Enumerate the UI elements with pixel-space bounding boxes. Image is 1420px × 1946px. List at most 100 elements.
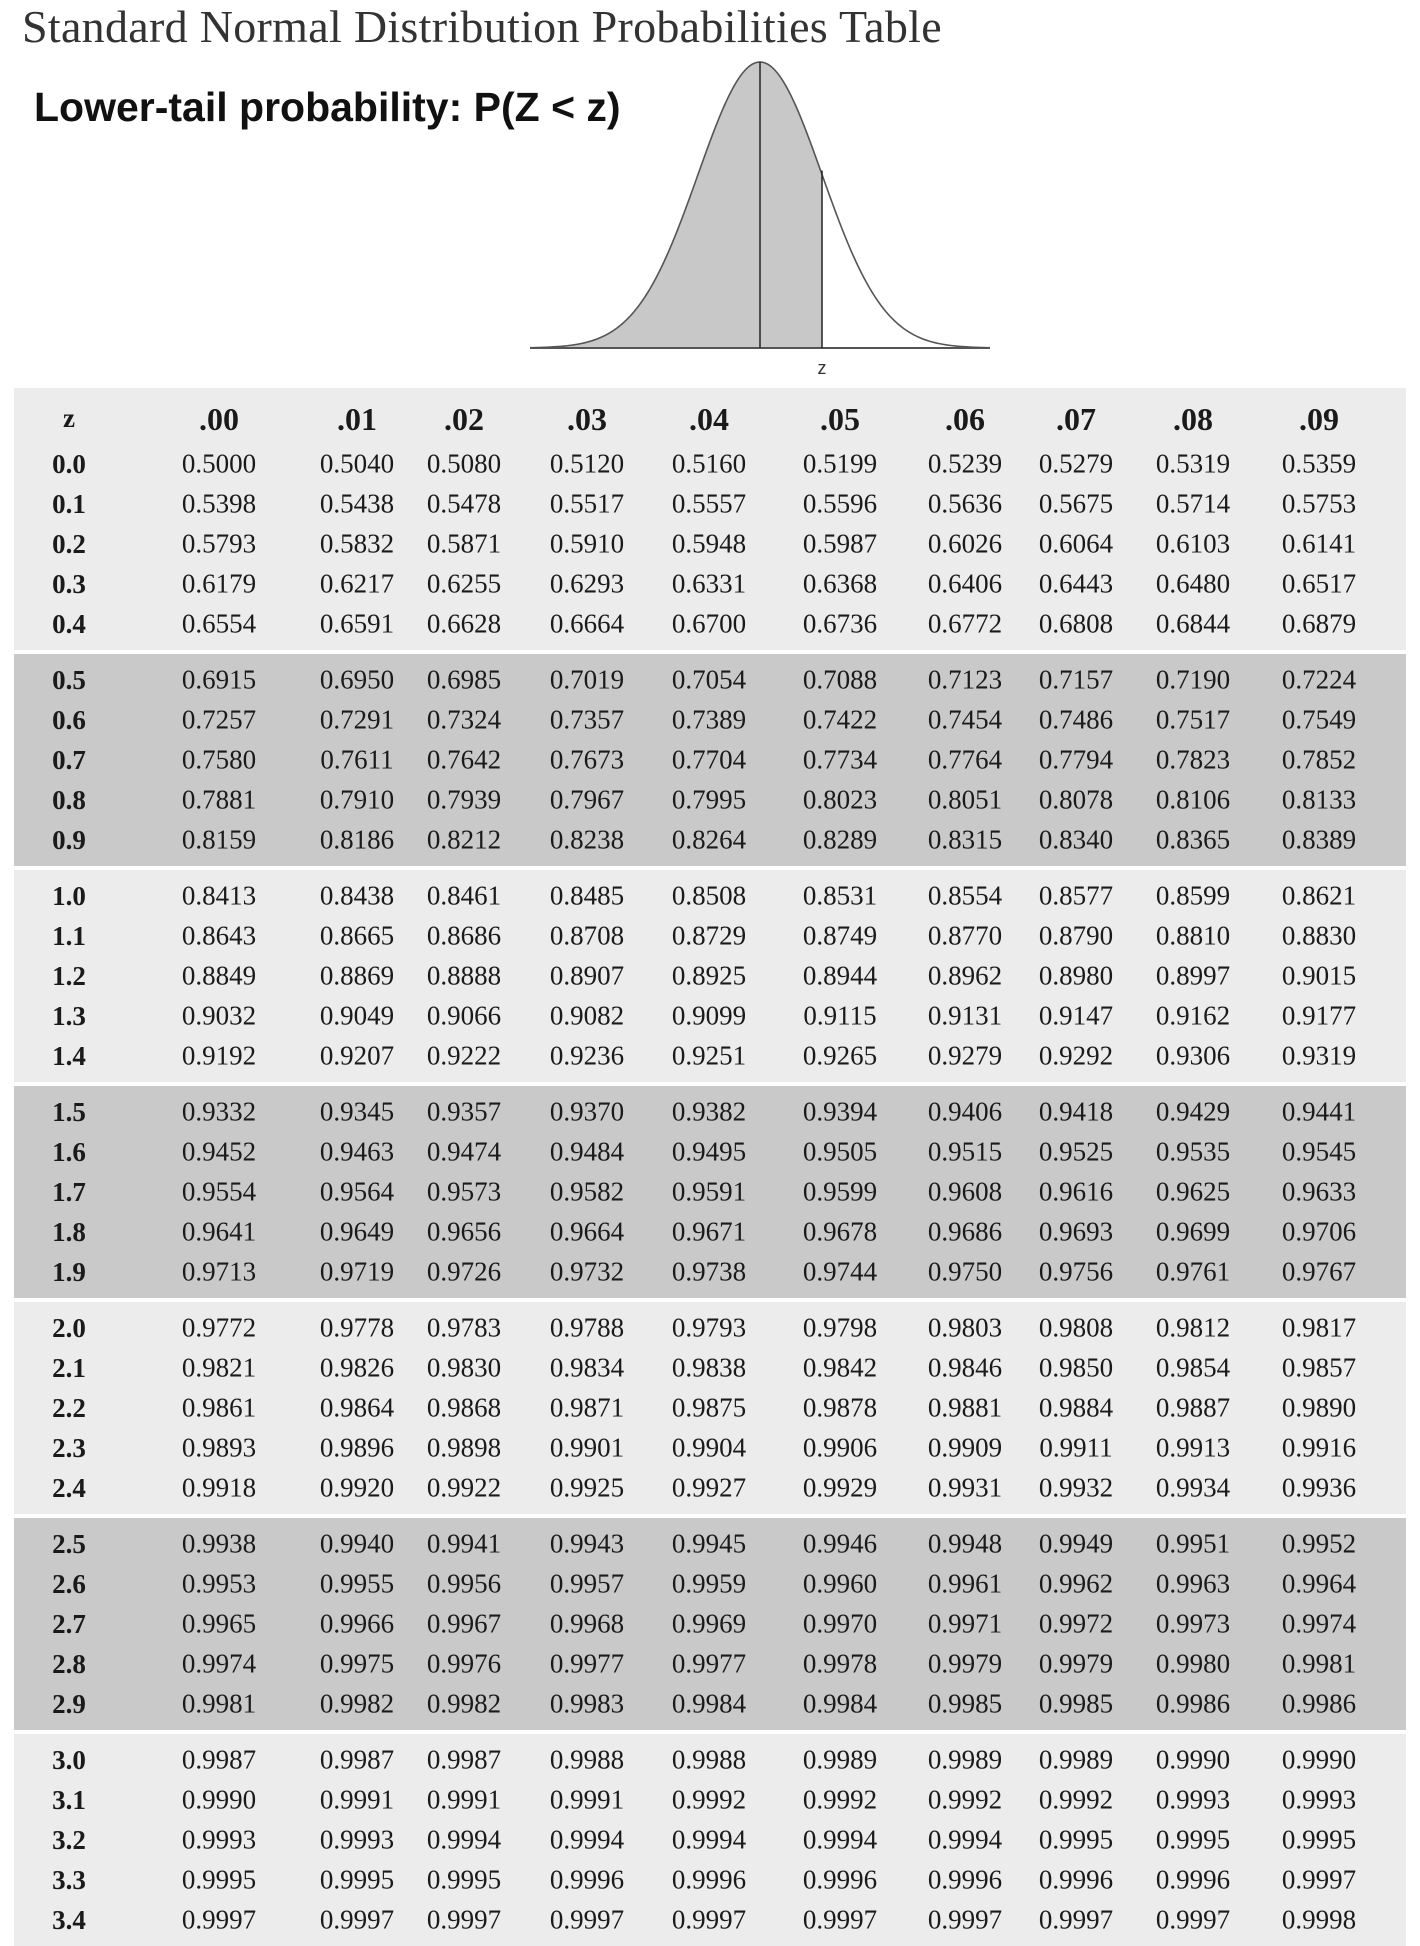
probability-cell: 0.9966 (319, 1608, 395, 1639)
probability-cell: 0.7881 (181, 784, 257, 815)
probability-cell: 0.5478 (426, 488, 502, 519)
probability-cell: 0.9983 (549, 1688, 625, 1719)
probability-cell: 0.9997 (1155, 1904, 1231, 1935)
table-row: 2.3 0.9893 0.9896 0.9898 0.9901 0.9904 0.9906 0… (14, 1428, 1406, 1468)
probability-cell: 0.9706 (1281, 1216, 1357, 1247)
probability-cell: 0.8389 (1281, 824, 1357, 855)
probability-cell: 0.9989 (1038, 1744, 1114, 1775)
table-row: 2.2 0.9861 0.9864 0.9868 0.9871 0.9875 0.9878 0… (14, 1388, 1406, 1428)
probability-cell: 0.8485 (549, 880, 625, 911)
probability-cell: 0.9732 (549, 1256, 625, 1287)
probability-cell: 0.9871 (549, 1392, 625, 1423)
probability-cell: 0.9922 (426, 1472, 502, 1503)
probability-cell: 0.9952 (1281, 1528, 1357, 1559)
probability-cell: 0.7454 (927, 704, 1003, 735)
probability-cell: 0.5987 (802, 528, 878, 559)
probability-cell: 0.5398 (181, 488, 257, 519)
probability-cell: 0.7673 (549, 744, 625, 775)
probability-cell: 0.7549 (1281, 704, 1357, 735)
probability-cell: 0.9997 (802, 1904, 878, 1935)
probability-cell: 0.9970 (802, 1608, 878, 1639)
probability-cell: 0.9306 (1155, 1040, 1231, 1071)
probability-cell: 0.6915 (181, 664, 257, 695)
probability-cell: 0.9099 (671, 1000, 747, 1031)
probability-cell: 0.9962 (1038, 1568, 1114, 1599)
probability-cell: 0.9986 (1281, 1688, 1357, 1719)
column-header: .08 (1173, 401, 1213, 437)
probability-cell: 0.8186 (319, 824, 395, 855)
probability-cell: 0.9945 (671, 1528, 747, 1559)
probability-cell: 0.9995 (426, 1864, 502, 1895)
probability-cell: 0.9997 (549, 1904, 625, 1935)
probability-cell: 0.9788 (549, 1312, 625, 1343)
probability-cell: 0.9177 (1281, 1000, 1357, 1031)
probability-cell: 0.8621 (1281, 880, 1357, 911)
probability-cell: 0.9207 (319, 1040, 395, 1071)
probability-cell: 0.6736 (802, 608, 878, 639)
probability-cell: 0.9974 (1281, 1608, 1357, 1639)
probability-cell: 0.9049 (319, 1000, 395, 1031)
probability-cell: 0.9996 (927, 1864, 1003, 1895)
z-value: 0.1 (52, 488, 86, 519)
probability-cell: 0.9993 (181, 1824, 257, 1855)
probability-cell: 0.9955 (319, 1568, 395, 1599)
probability-cell: 0.8212 (426, 824, 502, 855)
probability-cell: 0.9995 (1281, 1824, 1357, 1855)
probability-cell: 0.9976 (426, 1648, 502, 1679)
probability-cell: 0.9997 (1038, 1904, 1114, 1935)
probability-cell: 0.9932 (1038, 1472, 1114, 1503)
probability-cell: 0.8980 (1038, 960, 1114, 991)
probability-cell: 0.9981 (181, 1688, 257, 1719)
probability-cell: 0.9608 (927, 1176, 1003, 1207)
probability-cell: 0.8106 (1155, 784, 1231, 815)
table-row: 2.9 0.9981 0.9982 0.9982 0.9983 0.9984 0.9984 0… (14, 1684, 1406, 1724)
probability-cell: 0.6103 (1155, 528, 1231, 559)
probability-cell: 0.9909 (927, 1432, 1003, 1463)
probability-cell: 0.9968 (549, 1608, 625, 1639)
probability-cell: 0.9545 (1281, 1136, 1357, 1167)
table-row: 2.8 0.9974 0.9975 0.9976 0.9977 0.9977 0.9978 0… (14, 1644, 1406, 1684)
z-value: 2.4 (52, 1472, 86, 1503)
probability-cell: 0.9382 (671, 1096, 747, 1127)
probability-cell: 0.8133 (1281, 784, 1357, 815)
probability-cell: 0.9656 (426, 1216, 502, 1247)
probability-cell: 0.5714 (1155, 488, 1231, 519)
probability-cell: 0.9993 (319, 1824, 395, 1855)
probability-cell: 0.8413 (181, 880, 257, 911)
probability-cell: 0.5948 (671, 528, 747, 559)
probability-cell: 0.9943 (549, 1528, 625, 1559)
probability-cell: 0.9162 (1155, 1000, 1231, 1031)
table-row: 1.0 0.8413 0.8438 0.8461 0.8485 0.8508 0.8531 0… (14, 876, 1406, 916)
probability-cell: 0.8869 (319, 960, 395, 991)
probability-cell: 0.9929 (802, 1472, 878, 1503)
probability-cell: 0.9997 (1281, 1864, 1357, 1895)
probability-cell: 0.9082 (549, 1000, 625, 1031)
probability-cell: 0.5279 (1038, 448, 1114, 479)
probability-cell: 0.7190 (1155, 664, 1231, 695)
table-row: 2.4 0.9918 0.9920 0.9922 0.9925 0.9927 0.9929 0… (14, 1468, 1406, 1508)
probability-cell: 0.9890 (1281, 1392, 1357, 1423)
row-group: 0.0 0.5000 0.5040 0.5080 0.5120 0.5160 0.5199 0… (14, 438, 1406, 650)
probability-cell: 0.8729 (671, 920, 747, 951)
probability-cell: 0.9963 (1155, 1568, 1231, 1599)
probability-cell: 0.9726 (426, 1256, 502, 1287)
probability-cell: 0.8888 (426, 960, 502, 991)
probability-cell: 0.9881 (927, 1392, 1003, 1423)
probability-cell: 0.8340 (1038, 824, 1114, 855)
z-value: 1.1 (52, 920, 86, 951)
probability-cell: 0.5793 (181, 528, 257, 559)
table-row: 2.1 0.9821 0.9826 0.9830 0.9834 0.9838 0.9842 0… (14, 1348, 1406, 1388)
table-row: 0.2 0.5793 0.5832 0.5871 0.5910 0.5948 0.5987 0… (14, 524, 1406, 564)
table-row: 1.9 0.9713 0.9719 0.9726 0.9732 0.9738 0.9744 0… (14, 1252, 1406, 1292)
shaded-area (530, 62, 822, 348)
probability-cell: 0.8907 (549, 960, 625, 991)
table-row: 1.4 0.9192 0.9207 0.9222 0.9236 0.9251 0.9265 0… (14, 1036, 1406, 1076)
probability-cell: 0.9972 (1038, 1608, 1114, 1639)
z-value: 1.4 (52, 1040, 86, 1071)
probability-cell: 0.9996 (549, 1864, 625, 1895)
z-value: 0.2 (52, 528, 86, 559)
row-group: 3.0 0.9987 0.9987 0.9987 0.9988 0.9988 0.9989 0… (14, 1730, 1406, 1946)
probability-cell: 0.8830 (1281, 920, 1357, 951)
probability-cell: 0.9429 (1155, 1096, 1231, 1127)
probability-cell: 0.7939 (426, 784, 502, 815)
